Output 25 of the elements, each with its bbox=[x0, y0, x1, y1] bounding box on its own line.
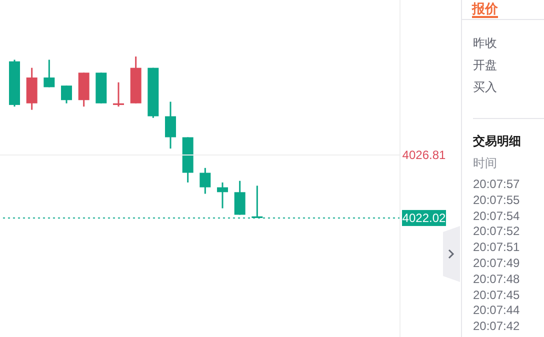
text: 20:07:55 bbox=[473, 192, 520, 207]
candlestick bbox=[61, 84, 72, 104]
text: 买入 bbox=[473, 79, 497, 96]
text: 20:07:49 bbox=[473, 256, 520, 270]
text: 4026.81 bbox=[402, 148, 446, 162]
text: 时间 bbox=[473, 155, 497, 172]
text: 20:07:48 bbox=[473, 272, 520, 286]
candlestick bbox=[217, 182, 228, 210]
text: 4022.02 bbox=[402, 210, 446, 225]
candlestick bbox=[165, 100, 176, 150]
candlestick bbox=[234, 180, 246, 216]
text: 20:07:57 bbox=[473, 177, 520, 191]
candlestick bbox=[44, 58, 55, 88]
text: 开盘 bbox=[473, 57, 497, 74]
text: 20:07:52 bbox=[473, 224, 520, 238]
candlestick bbox=[113, 82, 124, 108]
text: 报价 bbox=[472, 1, 498, 18]
text: 20:07:54 bbox=[473, 208, 520, 223]
text: 20:07:42 bbox=[473, 319, 520, 334]
candlestick bbox=[200, 167, 211, 195]
text: 交易明细 bbox=[473, 133, 521, 150]
text: 20:07:51 bbox=[473, 240, 520, 254]
text: 20:07:44 bbox=[473, 303, 520, 318]
text: 昨收 bbox=[473, 35, 497, 52]
text: 20:07:45 bbox=[473, 288, 520, 302]
